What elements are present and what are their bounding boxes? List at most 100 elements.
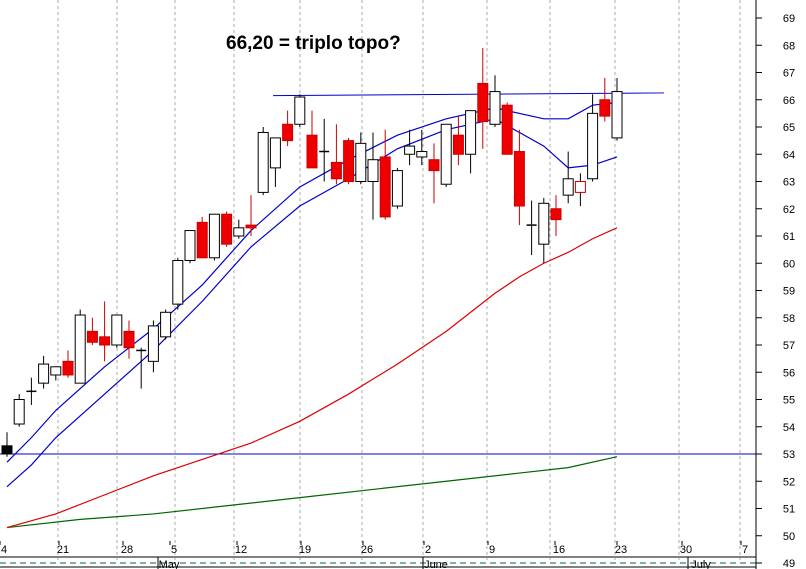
candle-body [379, 156, 391, 218]
candle [489, 75, 501, 127]
candle-body [86, 330, 98, 343]
candle-body [257, 131, 269, 193]
candle [465, 110, 477, 174]
candle-body [1, 445, 13, 455]
x-tick-label: 28 [121, 544, 133, 556]
candle-body [562, 178, 574, 196]
grid-layer [57, 0, 741, 560]
candle [86, 317, 98, 345]
candle-body [330, 161, 342, 180]
candle [50, 366, 62, 381]
y-tick-label: 62 [783, 204, 795, 216]
candle-body [294, 96, 306, 125]
candle-body [196, 221, 208, 259]
candle [319, 118, 330, 182]
horizontal-lines-layer [0, 92, 756, 564]
candle-body [282, 123, 294, 142]
candle [452, 116, 464, 166]
y-tick-label: 63 [783, 177, 795, 189]
candle-body [599, 99, 611, 117]
resistance-line [272, 92, 665, 97]
candle-body [367, 159, 379, 182]
candle [62, 350, 74, 378]
candle [172, 257, 184, 310]
candle [343, 137, 355, 185]
candle-body [587, 112, 599, 180]
candle-body [172, 260, 184, 305]
candle [574, 173, 586, 207]
candle [440, 123, 452, 187]
candle [160, 309, 172, 340]
y-tick-label: 52 [783, 476, 795, 488]
candle [13, 394, 25, 427]
candle-body [416, 151, 428, 158]
candle [306, 110, 318, 169]
y-tick-label: 55 [783, 395, 795, 407]
y-tick-label: 69 [783, 13, 795, 25]
candle-body [160, 311, 172, 338]
candle-body [477, 82, 489, 123]
x-tick-label: 2 [425, 544, 431, 556]
x-tick-label: 4 [1, 544, 7, 556]
x-tick-label: 30 [680, 544, 692, 556]
x-tick-label: 21 [57, 544, 69, 556]
candle [428, 143, 440, 204]
candle [599, 77, 611, 122]
candle-body [355, 142, 367, 183]
y-tick-label: 49 [783, 558, 795, 569]
candle-body [440, 123, 452, 185]
candle [38, 355, 50, 389]
y-tick-label: 60 [783, 258, 795, 270]
candle [562, 151, 574, 204]
candle [513, 129, 525, 226]
candle-body [611, 91, 623, 139]
candle [99, 301, 111, 362]
candle-body [465, 110, 477, 155]
candle [74, 309, 86, 384]
candle [26, 377, 37, 405]
candle-body [489, 91, 501, 125]
y-tick-label: 54 [783, 422, 795, 434]
x-tick-label: 7 [742, 544, 748, 556]
y-tick-label: 68 [783, 40, 795, 52]
candle [245, 195, 257, 236]
x-tick-label: 19 [299, 544, 311, 556]
candle-body [13, 399, 25, 425]
candle-body [538, 202, 550, 245]
y-tick-label: 59 [783, 286, 795, 298]
candle-body [306, 134, 318, 169]
candle-body [147, 325, 159, 362]
candle [477, 47, 489, 149]
x-tick-label: 9 [489, 544, 495, 556]
y-tick-label: 53 [783, 449, 795, 461]
candle [355, 132, 367, 185]
candle [587, 94, 599, 182]
candle [136, 347, 147, 389]
x-tick-label: 26 [361, 544, 373, 556]
candle-body [233, 227, 245, 237]
candle-body [452, 134, 464, 155]
candle-body [38, 363, 50, 384]
candle [221, 211, 233, 247]
y-tick-label: 61 [783, 231, 795, 243]
y-tick-label: 51 [783, 504, 795, 516]
month-label: June [424, 559, 448, 569]
candle [257, 127, 269, 196]
candle-body [62, 360, 74, 376]
candle-body [111, 314, 123, 346]
candle [391, 167, 403, 209]
y-tick-label: 67 [783, 68, 795, 80]
candle-body [501, 104, 513, 155]
candle [1, 432, 13, 457]
y-tick-label: 56 [783, 367, 795, 379]
candle-body [269, 137, 281, 169]
candle-body [74, 314, 86, 384]
candle [526, 200, 537, 256]
candle-body [99, 336, 111, 346]
candle-body [343, 140, 355, 182]
x-tick-label: 5 [171, 544, 177, 556]
candle-body [245, 224, 257, 229]
ma-mid-line [6, 227, 618, 529]
